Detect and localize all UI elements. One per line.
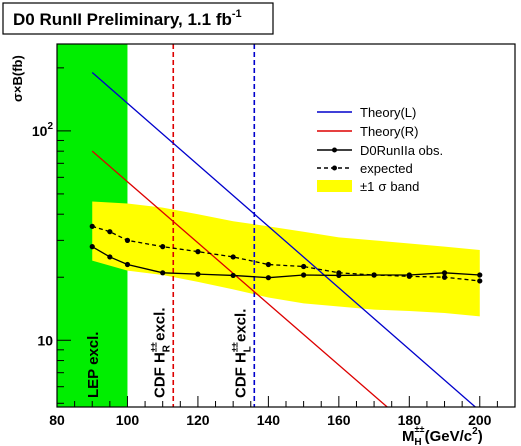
x-tick-label-1: 100 [116,412,140,428]
title-box [2,2,274,35]
y-tick-label-1-sup: 2 [47,121,53,132]
cdf-excl-label-1-part-0: CDF H [232,352,249,398]
series-3-point-6 [265,261,271,268]
series-2-point-11 [441,270,448,276]
series-3-point-5 [230,254,236,260]
legend-swatch-band [317,180,352,192]
y-axis-label: σ×B(fb) [10,55,25,102]
x-tick-label-5: 180 [398,412,422,428]
cdf-excl-label-1-part-3: excl. [232,309,249,347]
x-label-close: ) [478,428,483,445]
legend: Theory(L) Theory(R) D0RunIIa obs. expect… [317,105,443,194]
x-label-sub: H [414,437,421,446]
x-axis-label: M±± H (GeV/c2) [402,424,483,446]
x-label-units-sup: 2 [472,426,478,437]
x-tick-label-6: 200 [468,412,492,428]
cdf-excl-label-0-part-3: excl. [151,308,168,346]
x-tick-label-0: 80 [49,412,65,428]
cdf-excl-label-1-part-2: L [242,346,253,352]
cdf-excl-label-0-part-1: ±± [148,342,158,352]
cdf-excl-label-0-part-0: CDF H [151,352,168,398]
vertical-region-labels: LEP excl. CDF H±± R excl.CDF H±± L excl. [85,308,253,398]
series-3-point-8 [336,270,342,276]
series-2-point-7 [301,272,307,278]
cdf-excl-label-0: CDF H±± R excl. [148,308,172,398]
series-3-point-12 [477,278,483,284]
legend-label-theory-l: Theory(L) [360,105,416,120]
series-line-1 [91,150,389,407]
y-tick-label-1-base: 10 [32,123,48,139]
series-2-point-3 [160,270,166,276]
x-label-main: M [402,428,415,445]
x-label-sup: ±± [415,424,425,434]
series-3-point-10 [406,273,412,279]
series-2-point-5 [230,272,236,279]
series-3-point-4 [195,249,201,255]
series-2-point-1 [107,254,113,260]
legend-marker-observed [332,147,337,153]
legend-band-sigma: σ [378,179,386,194]
series-2-point-4 [195,271,201,277]
series-3-point-1 [107,229,113,235]
y-tick-label-0: 10 [37,332,53,348]
x-tick-label-2: 120 [186,412,210,428]
cdf-exclusion-lines [172,44,256,407]
legend-label-theory-r: Theory(R) [360,124,419,139]
series-layer [89,72,483,407]
legend-label-band: ±1 σ band [360,179,419,194]
x-tick-label-3: 140 [257,412,281,428]
series-3-point-0 [89,223,95,229]
series-2-point-2 [124,261,131,268]
series-3-point-9 [371,272,377,278]
sigma-band-layer [92,201,480,317]
cdf-excl-label-1: CDF H±± L excl. [229,309,253,398]
chart-title-sup: -1 [232,8,242,20]
lep-excl-label: LEP excl. [85,332,102,398]
series-line-0 [91,72,477,407]
series-2-point-12 [477,272,483,278]
legend-band-pm: ±1 [360,179,374,194]
series-3-point-3 [160,244,166,250]
series-3-point-11 [441,274,448,280]
lep-excl-label-part-0: LEP excl. [85,332,102,398]
series-2-point-0 [89,244,95,250]
chart-title: D0 RunII Preliminary, 1.1 fb-1 [13,8,242,29]
x-tick-label-4: 160 [327,412,351,428]
x-label-units: (GeV/c [425,428,473,445]
chart-title-main: D0 RunII Preliminary, 1.1 fb [13,10,232,29]
cdf-excl-label-0-part-2: R [161,344,172,352]
legend-band-word: band [390,179,419,194]
legend-label-expected: expected [360,161,413,176]
series-3-point-2 [124,237,131,243]
sigma-band-area [92,201,480,317]
series-2-point-6 [265,275,271,281]
cdf-excl-label-1-part-1: ±± [229,342,239,352]
legend-marker-expected [332,165,337,171]
y-tick-label-1: 102 [32,121,54,139]
legend-label-observed: D0RunIIa obs. [360,143,443,158]
series-3-point-7 [301,263,307,270]
